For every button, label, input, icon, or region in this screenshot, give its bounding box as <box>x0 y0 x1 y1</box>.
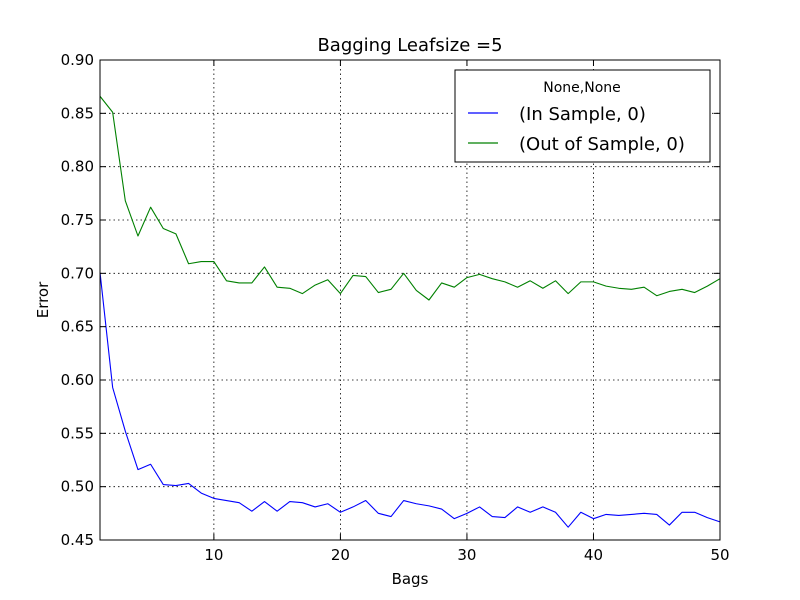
x-tick-label: 10 <box>204 546 223 564</box>
plot-frame <box>99 59 721 541</box>
gridlines <box>100 60 720 540</box>
x-axis-label: Bags <box>392 570 429 588</box>
y-tick-label: 0.75 <box>61 211 94 229</box>
x-tick-label: 50 <box>710 546 729 564</box>
x-tick-label: 20 <box>331 546 350 564</box>
legend-label-in-sample: (In Sample, 0) <box>519 104 646 125</box>
y-tick-label: 0.65 <box>61 318 94 336</box>
legend: None,None (In Sample, 0) (Out of Sample,… <box>454 69 711 163</box>
legend-title: None,None <box>543 80 621 96</box>
y-tick-label: 0.70 <box>61 264 94 282</box>
legend-label-out-of-sample: (Out of Sample, 0) <box>519 134 685 155</box>
y-tick-label: 0.45 <box>61 531 94 549</box>
x-tick-label: 30 <box>457 546 476 564</box>
legend-box <box>454 69 711 163</box>
y-tick-label: 0.90 <box>61 51 94 69</box>
chart-title: Bagging Leafsize =5 <box>317 35 502 56</box>
y-tick-label: 0.85 <box>61 104 94 122</box>
axis-ticks: 10 20 30 40 50 0.45 0.50 0.55 0.60 0.65 0.70 0.75 0.… <box>61 51 730 564</box>
y-tick-label: 0.50 <box>61 478 94 496</box>
y-tick-label: 0.55 <box>61 424 94 442</box>
series-lines <box>99 95 721 528</box>
x-tick-label: 40 <box>584 546 603 564</box>
y-tick-label: 0.80 <box>61 158 94 176</box>
y-axis-label: Error <box>34 281 52 318</box>
series-line-in-sample <box>99 272 721 528</box>
series-line-out-of-sample <box>99 95 721 301</box>
y-tick-label: 0.60 <box>61 371 94 389</box>
